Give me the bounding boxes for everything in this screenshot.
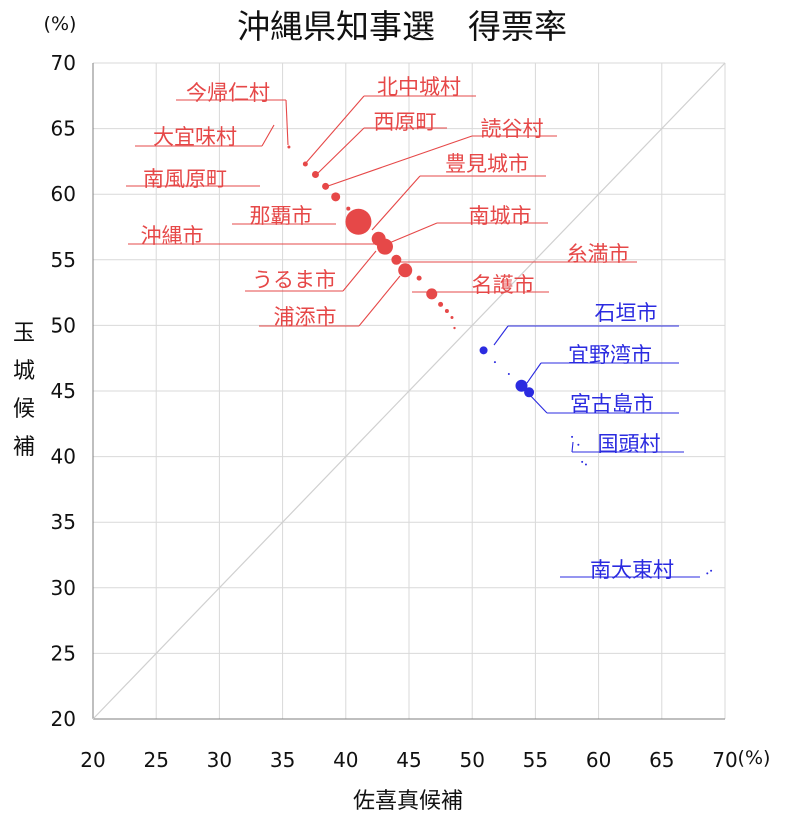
point-label: 糸満市 (567, 242, 630, 266)
label-connector (316, 127, 365, 175)
point-label: 沖縄市 (141, 224, 204, 248)
data-point (391, 254, 402, 265)
data-point (302, 161, 308, 167)
data-point (493, 361, 496, 364)
label-connector (493, 325, 509, 346)
data-point (571, 435, 574, 438)
point-label: 南風原町 (143, 167, 227, 191)
x-unit-label: (%) (738, 747, 771, 769)
data-point (426, 288, 438, 300)
y-tick-label: 30 (51, 576, 76, 600)
point-label: 宮古島市 (570, 392, 654, 416)
point-label: 今帰仁村 (186, 81, 270, 105)
label-connector (358, 275, 401, 327)
point-label: 南城市 (469, 204, 532, 228)
y-axis-title-char: 玉 (13, 321, 35, 346)
data-point (438, 301, 444, 307)
y-tick-label: 20 (51, 707, 76, 731)
chart-title: 沖縄県知事選 得票率 (237, 7, 567, 46)
label-connector (526, 362, 542, 384)
label-connector (285, 99, 289, 146)
data-point (515, 379, 528, 392)
point-label: 那覇市 (250, 204, 313, 228)
point-label: 南大東村 (590, 558, 674, 582)
data-point (322, 182, 330, 190)
point-label: 北中城村 (377, 75, 461, 99)
point-label: 豊見城市 (445, 152, 529, 176)
data-point (577, 443, 580, 446)
x-tick-label: 20 (80, 748, 105, 772)
label-connector (342, 250, 377, 292)
data-point (416, 275, 422, 281)
data-point (346, 206, 351, 211)
data-point (507, 372, 510, 375)
data-point (706, 572, 709, 575)
data-point (345, 208, 372, 235)
tick-labels: 20 25 30 35 40 45 50 55 60 65 70 20 25 30 35 40 45 50 55 60… (51, 51, 738, 772)
y-axis-title-char: 補 (13, 435, 35, 460)
y-tick-label: 65 (51, 117, 76, 141)
y-tick-label: 70 (51, 51, 76, 75)
data-point (450, 316, 454, 320)
label-connector (304, 95, 365, 165)
data-point (479, 346, 488, 355)
y-tick-label: 35 (51, 510, 76, 534)
point-label: 国頭村 (598, 432, 661, 456)
x-tick-label: 30 (207, 748, 232, 772)
y-axis-title-char: 候 (13, 397, 35, 422)
data-points (287, 145, 713, 575)
y-axis-title-char: 城 (13, 359, 35, 384)
label-connector (371, 175, 421, 231)
x-tick-label: 55 (523, 748, 548, 772)
y-tick-label: 60 (51, 182, 76, 206)
y-tick-label: 25 (51, 641, 76, 665)
label-connector (327, 135, 473, 187)
point-label: 大宜味村 (153, 125, 237, 149)
data-point (376, 238, 393, 255)
x-tick-label: 45 (396, 748, 421, 772)
point-label: うるま市 (252, 268, 336, 292)
data-point (581, 460, 584, 463)
point-label: 読谷村 (481, 117, 544, 141)
y-tick-label: 50 (51, 313, 76, 337)
point-label: 名護市 (472, 273, 535, 297)
data-point (710, 569, 713, 572)
y-tick-label: 55 (51, 248, 76, 272)
data-point (584, 463, 587, 466)
data-point (287, 145, 291, 149)
point-label: 石垣市 (595, 301, 658, 325)
x-tick-label: 60 (586, 748, 611, 772)
point-label: 西原町 (374, 110, 437, 134)
data-point (444, 308, 449, 313)
grid (92, 62, 726, 720)
label-connector (571, 441, 574, 453)
point-label: 浦添市 (274, 305, 337, 329)
point-label: 宜野湾市 (568, 343, 652, 367)
data-point (398, 263, 413, 278)
y-unit-label: (%) (44, 13, 77, 35)
leader-lines (126, 95, 700, 578)
data-point (311, 171, 319, 179)
label-connector (261, 124, 275, 147)
data-point (524, 387, 535, 398)
x-tick-label: 50 (459, 748, 484, 772)
x-tick-label: 25 (143, 748, 168, 772)
x-tick-label: 70 (712, 748, 737, 772)
x-tick-label: 35 (270, 748, 295, 772)
data-point (453, 326, 456, 330)
data-point (331, 192, 341, 202)
reference-diagonal-line (92, 62, 726, 720)
x-tick-label: 65 (649, 748, 674, 772)
y-tick-label: 40 (51, 445, 76, 469)
y-tick-label: 45 (51, 379, 76, 403)
x-tick-label: 40 (333, 748, 358, 772)
x-axis-title: 佐喜真候補 (353, 789, 463, 814)
